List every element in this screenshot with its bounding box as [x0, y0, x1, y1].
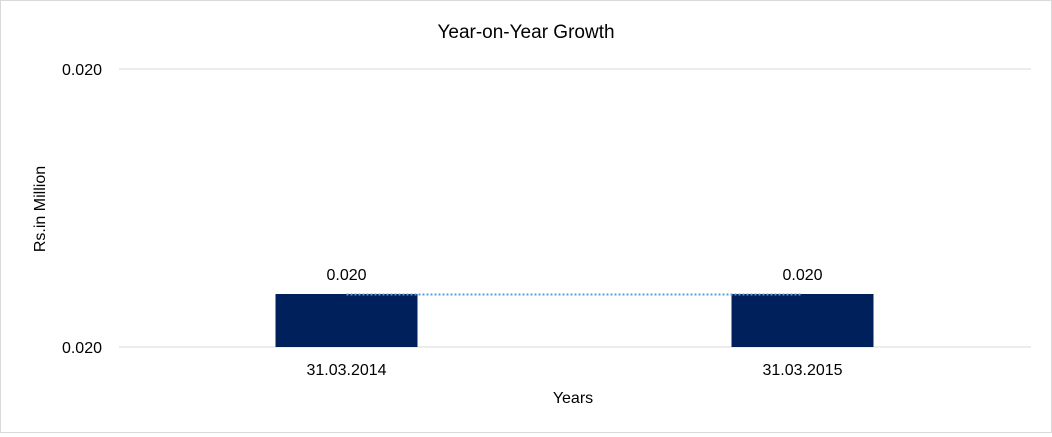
x-tick-label: 31.03.2015 — [762, 362, 842, 379]
data-label: 0.020 — [326, 267, 366, 284]
bar — [731, 294, 874, 347]
y-tick-label: 0.020 — [62, 340, 102, 357]
bars — [275, 294, 874, 347]
data-labels: 0.020 0.020 — [326, 267, 822, 284]
data-label: 0.020 — [782, 267, 822, 284]
bar — [275, 294, 418, 347]
x-tick-label: 31.03.2014 — [306, 362, 386, 379]
x-axis-label: Years — [553, 390, 593, 407]
y-axis-label: Rs.in Million — [32, 166, 49, 252]
y-axis-ticks: 0.020 0.020 — [62, 62, 102, 357]
x-axis-ticks: 31.03.2014 31.03.2015 — [306, 362, 842, 379]
gridlines — [119, 68, 1031, 348]
chart-title: Year-on-Year Growth — [437, 22, 614, 43]
y-tick-label: 0.020 — [62, 62, 102, 79]
